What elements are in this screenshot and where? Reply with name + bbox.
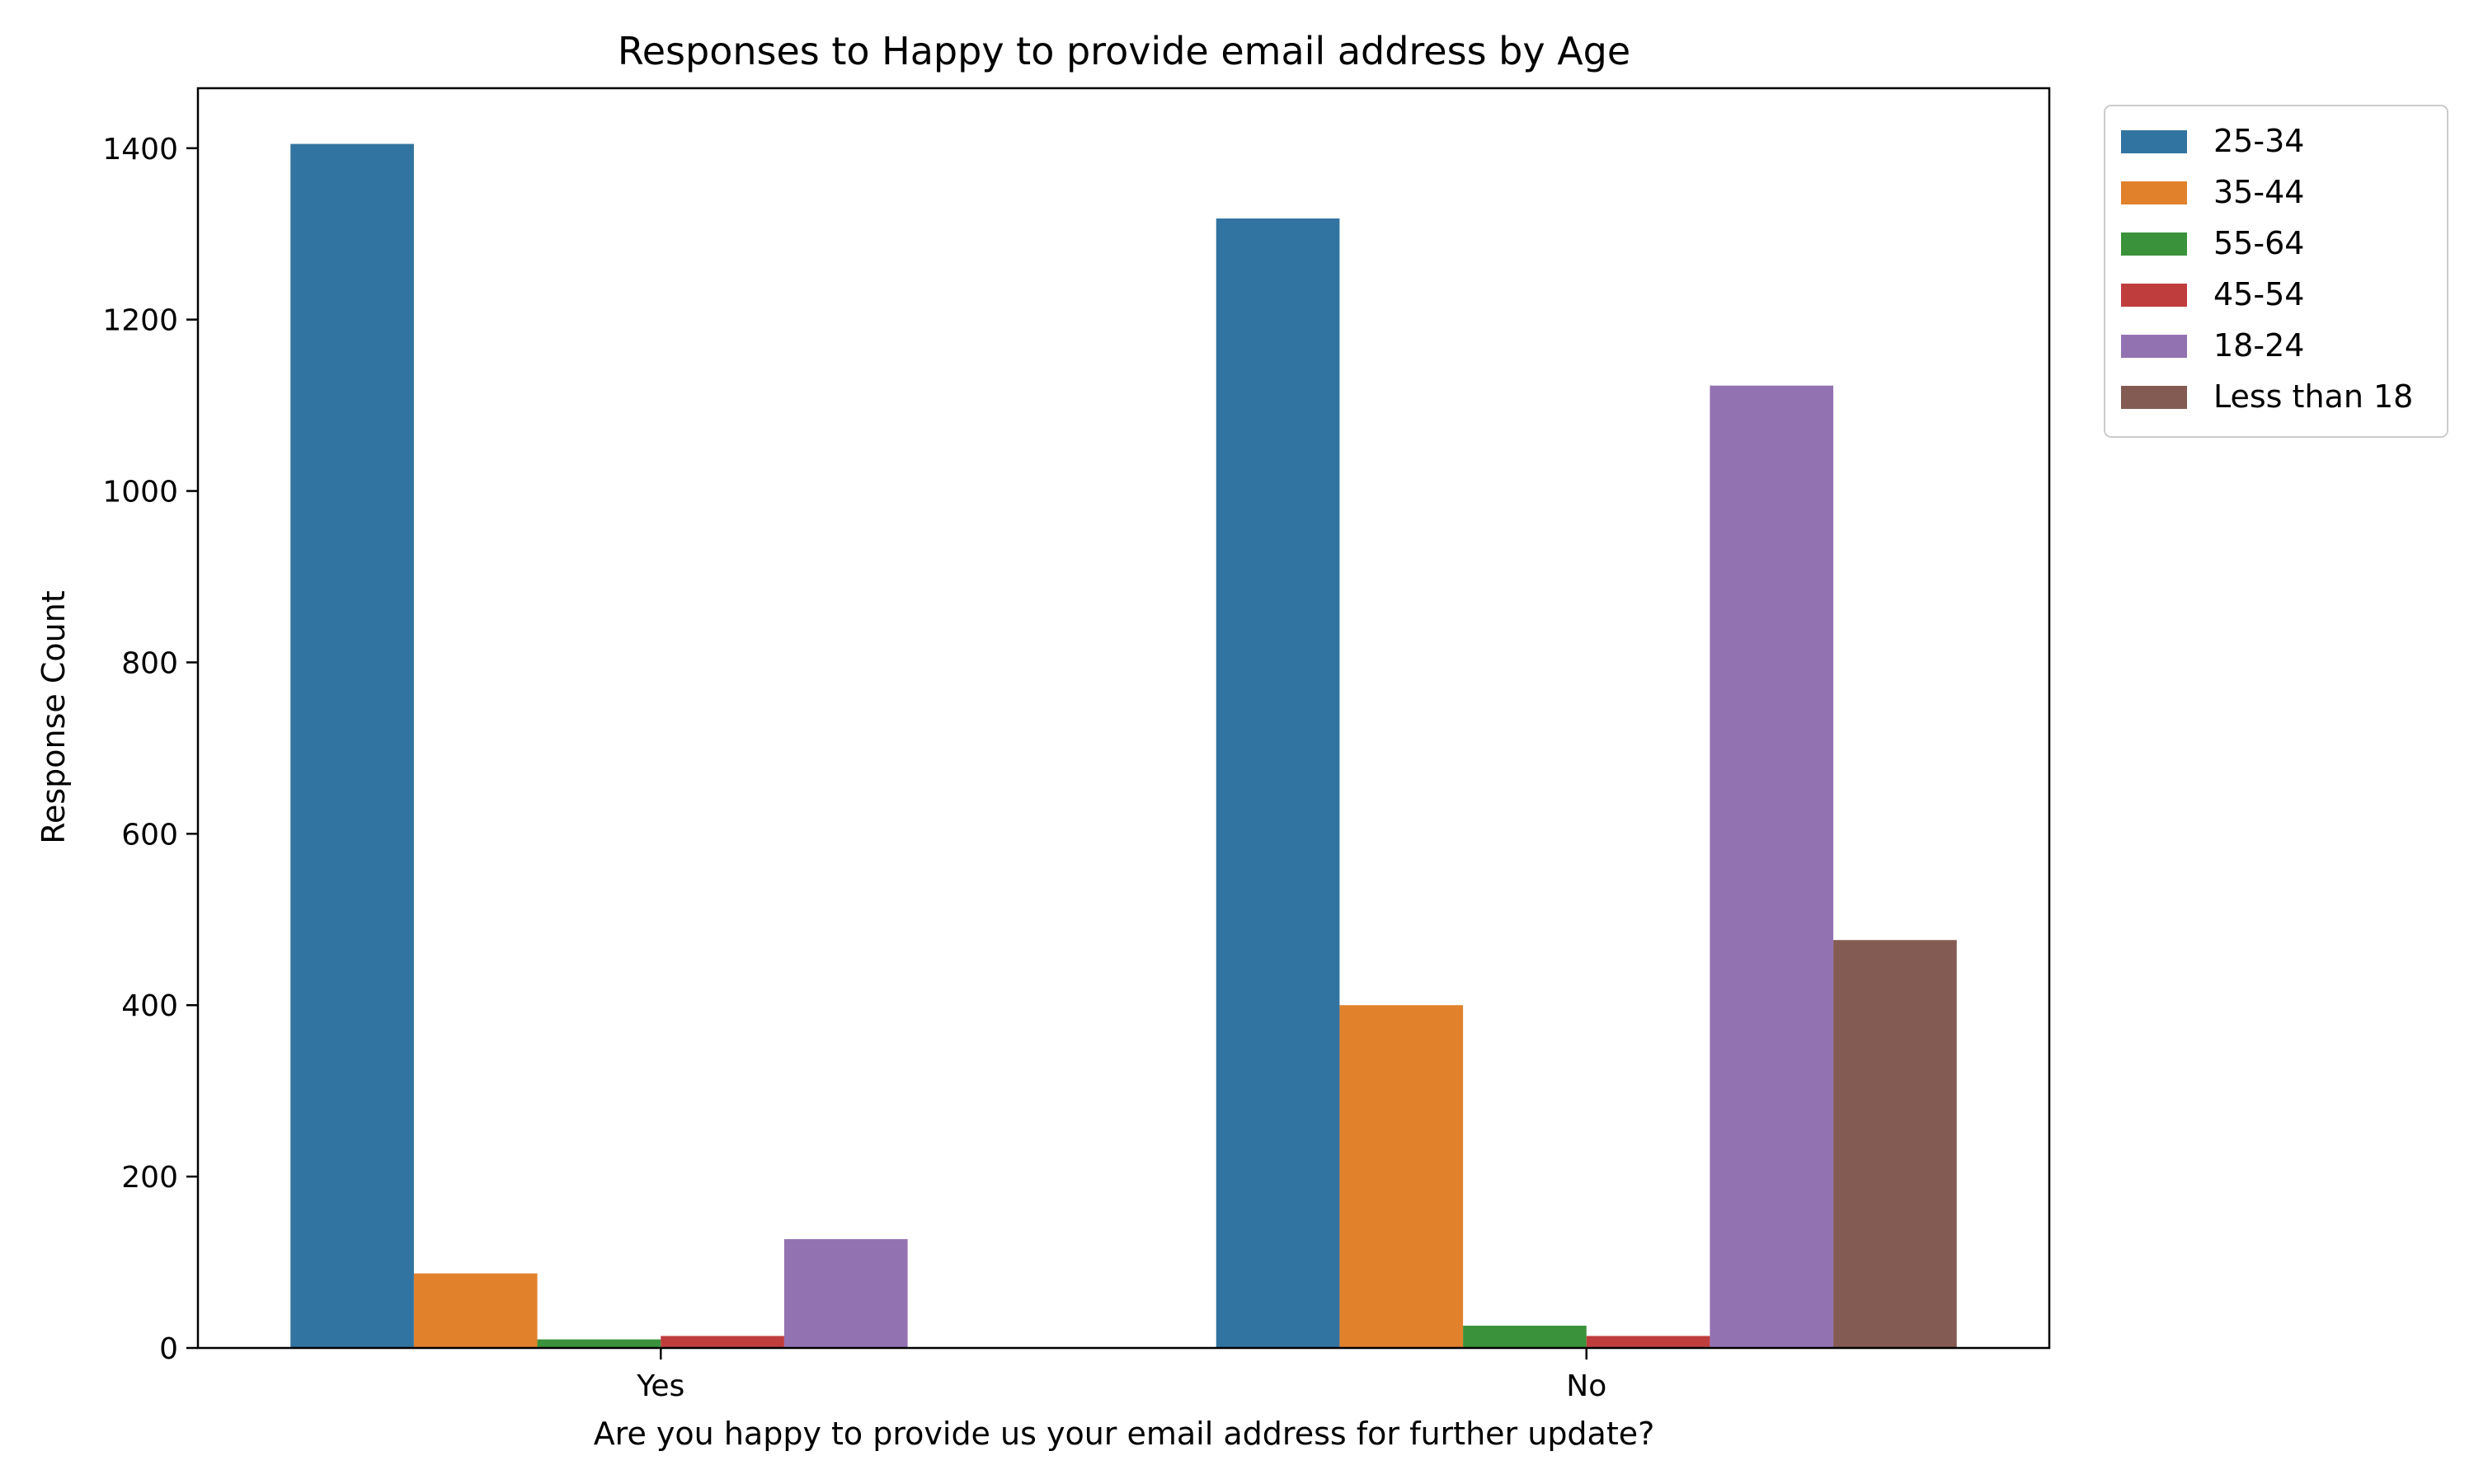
- bar-no-55-64: [1463, 1325, 1587, 1348]
- bar-no-25-34: [1216, 218, 1340, 1348]
- legend-swatch-18-24: [2121, 335, 2187, 358]
- bar-no-18-24: [1710, 385, 1834, 1348]
- y-tick-label: 400: [121, 989, 178, 1023]
- y-axis: 0 200 400 600 800 1000 1200 1400: [102, 133, 198, 1366]
- legend-label-45-54: 45-54: [2213, 276, 2304, 312]
- legend-swatch-55-64: [2121, 232, 2187, 256]
- y-tick-label: 200: [121, 1161, 178, 1195]
- legend-label-55-64: 55-64: [2213, 225, 2304, 261]
- bar-no-35-44: [1339, 1005, 1464, 1348]
- bar-yes-55-64: [537, 1339, 661, 1348]
- bar-no-45-54: [1586, 1336, 1710, 1348]
- legend-swatch-45-54: [2121, 284, 2187, 307]
- y-axis-label: Response Count: [35, 590, 72, 843]
- x-tick-label-no: No: [1566, 1369, 1606, 1403]
- legend-label-less-than-18: Less than 18: [2213, 378, 2413, 415]
- plot-frame: [196, 87, 2051, 1350]
- bar-yes-35-44: [413, 1273, 538, 1348]
- bar-yes-18-24: [783, 1238, 908, 1348]
- legend-label-18-24: 18-24: [2213, 327, 2304, 364]
- legend-swatch-25-34: [2121, 130, 2187, 153]
- bars-group: [290, 143, 1957, 1349]
- legend: 25-34 35-44 55-64 45-54 18-24 Less than 18: [2104, 105, 2448, 438]
- legend-swatch-less-than-18: [2121, 386, 2187, 409]
- bar-yes-25-34: [290, 143, 414, 1349]
- chart-title: Responses to Happy to provide email addr…: [618, 29, 1630, 73]
- y-tick-label: 600: [121, 818, 178, 852]
- x-axis: Yes No: [636, 1348, 1606, 1403]
- y-tick-label: 1200: [102, 304, 178, 338]
- legend-box: [2104, 105, 2448, 438]
- legend-swatch-35-44: [2121, 181, 2187, 204]
- bar-yes-45-54: [661, 1336, 784, 1348]
- y-tick-label: 1400: [102, 133, 178, 167]
- x-tick-label-yes: Yes: [636, 1369, 684, 1403]
- legend-label-35-44: 35-44: [2213, 174, 2304, 210]
- y-tick-label: 1000: [102, 476, 178, 510]
- legend-label-25-34: 25-34: [2213, 123, 2304, 159]
- y-tick-label: 800: [121, 646, 178, 680]
- bar-no-less-than-18: [1833, 940, 1957, 1348]
- x-axis-label: Are you happy to provide us your email a…: [594, 1416, 1655, 1452]
- y-tick-label: 0: [159, 1332, 178, 1366]
